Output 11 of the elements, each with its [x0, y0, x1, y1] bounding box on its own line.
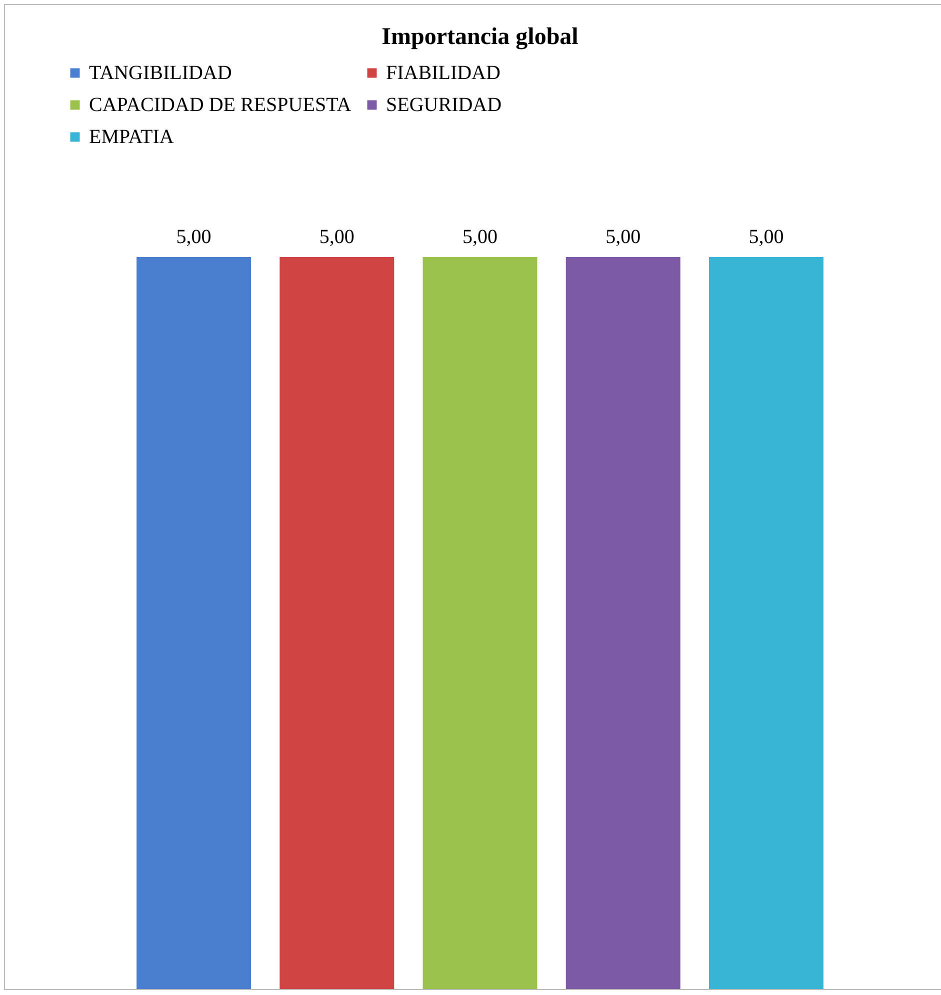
data-label: 5,00	[176, 226, 212, 248]
legend-label: EMPATIA	[89, 126, 174, 148]
data-label: 5,00	[606, 226, 641, 248]
chart-title: Importancia global	[382, 24, 579, 50]
data-label: 5,00	[748, 226, 784, 248]
data-label: 5,00	[462, 226, 498, 248]
data-label: 5,00	[319, 226, 354, 248]
legend-label: CAPACIDAD DE RESPUESTA	[89, 94, 352, 116]
legend-label: TANGIBILIDAD	[89, 62, 232, 84]
legend-label: FIABILIDAD	[386, 62, 500, 84]
legend-label: SEGURIDAD	[386, 94, 502, 116]
